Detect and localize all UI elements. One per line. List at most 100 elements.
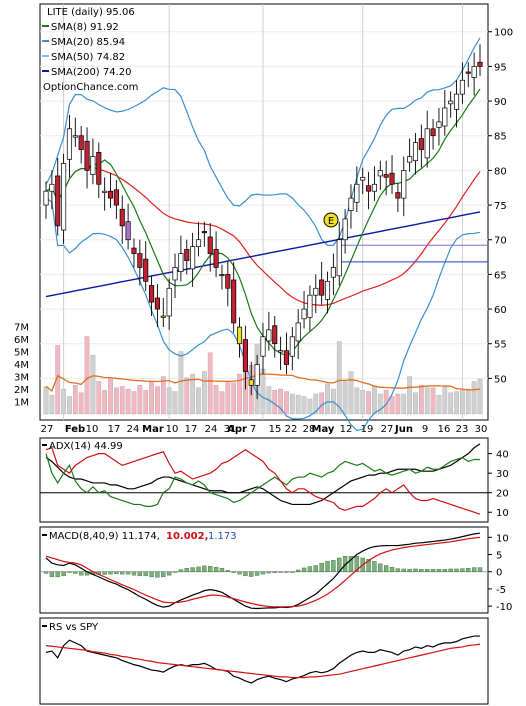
x-tick-24-4: 24 bbox=[127, 424, 140, 435]
volume-bar-14 bbox=[125, 388, 131, 415]
legend-sma50: SMA(50) 74.82 bbox=[51, 52, 125, 63]
volume-bar-68 bbox=[442, 386, 448, 415]
volume-bar-24 bbox=[184, 377, 190, 415]
macd-hist-bar-44 bbox=[301, 567, 307, 572]
volume-bar-8 bbox=[90, 355, 96, 415]
price-tick-50: 50 bbox=[494, 374, 507, 385]
macd-hist-bar-57 bbox=[378, 563, 383, 572]
x-tick-may-15: May bbox=[312, 424, 335, 435]
volume-bar-65 bbox=[424, 387, 430, 415]
volume-bar-57 bbox=[377, 393, 383, 415]
x-tick-17-7: 17 bbox=[185, 424, 198, 435]
macd-hist-bar-5 bbox=[73, 571, 78, 574]
macd-hist-bar-1 bbox=[49, 571, 55, 578]
macd-hist-bar-33 bbox=[237, 571, 242, 575]
candle-body-27 bbox=[201, 231, 207, 234]
macd-hist-bar-65 bbox=[425, 569, 430, 572]
rs-lines bbox=[45, 635, 481, 684]
volume-bar-40 bbox=[278, 388, 283, 415]
candle-body-45 bbox=[307, 294, 313, 318]
macd-hist-bar-61 bbox=[401, 568, 406, 572]
macd-hist-bar-0 bbox=[43, 571, 49, 574]
volume-bar-16 bbox=[137, 385, 143, 415]
volume-bar-63 bbox=[413, 392, 418, 415]
candle-body-70 bbox=[453, 93, 460, 110]
macd-hist-bar-27 bbox=[202, 565, 207, 572]
x-tick-15-12: 15 bbox=[269, 424, 282, 435]
volume-bar-28 bbox=[207, 352, 213, 415]
macd-hist-bar-51 bbox=[342, 556, 348, 572]
candle-body-65 bbox=[424, 128, 430, 159]
candle-body-22 bbox=[172, 267, 178, 281]
volume-bar-72 bbox=[465, 388, 471, 415]
price-tick-75: 75 bbox=[494, 201, 507, 212]
volume-bar-7 bbox=[84, 336, 90, 415]
candle-body-74 bbox=[477, 61, 483, 67]
candle-body-52 bbox=[348, 197, 354, 211]
volume-bar-59 bbox=[389, 396, 395, 415]
x-tick-23-22: 23 bbox=[456, 424, 469, 435]
volume-bar-71 bbox=[460, 390, 465, 415]
candle-body-8 bbox=[90, 156, 96, 175]
macd-hist-bar-45 bbox=[307, 566, 313, 572]
macd-hist-bar-21 bbox=[166, 571, 172, 576]
volume-bar-12 bbox=[114, 387, 119, 415]
candle-body-36 bbox=[254, 364, 260, 386]
x-tick-22-13: 22 bbox=[285, 424, 298, 435]
volume-bar-4 bbox=[67, 396, 72, 415]
candle-body-25 bbox=[190, 246, 196, 270]
volume-bar-6 bbox=[78, 392, 84, 415]
volume-bar-60 bbox=[395, 393, 401, 415]
volume-bar-31 bbox=[225, 381, 231, 415]
x-tick-7-11: 7 bbox=[250, 424, 256, 435]
candle-body-9 bbox=[96, 152, 102, 185]
price-y-axis: 50 55 60 65 70 75 80 85 90 95 100 bbox=[488, 28, 513, 385]
volume-bar-67 bbox=[436, 395, 442, 415]
adx-series-1 bbox=[45, 453, 480, 507]
candle-body-72 bbox=[465, 71, 471, 74]
candle-body-54 bbox=[360, 176, 366, 181]
x-tick-12-16: 12 bbox=[340, 424, 353, 435]
macd-hist-bar-26 bbox=[196, 566, 201, 572]
candle-body-73 bbox=[471, 66, 477, 78]
price-tick-95: 95 bbox=[494, 62, 507, 73]
watermark: OptionChance.com bbox=[43, 82, 138, 93]
macd-hist-bar-62 bbox=[407, 569, 412, 572]
macd-hist-bar-14 bbox=[125, 571, 131, 575]
adx-series-2 bbox=[45, 447, 481, 515]
volume-bar-11 bbox=[108, 377, 113, 415]
volume-bar-27 bbox=[202, 371, 207, 415]
macd-hist-bar-2 bbox=[55, 571, 60, 578]
candle-body-31 bbox=[225, 274, 231, 289]
price-tick-60: 60 bbox=[494, 305, 507, 316]
macd-hist-bar-3 bbox=[61, 571, 66, 577]
candle-body-61 bbox=[401, 170, 407, 199]
adx-title: ADX(14) 44.99 bbox=[49, 441, 123, 452]
macd-hist-bar-24 bbox=[184, 568, 189, 572]
earnings-circle bbox=[323, 212, 339, 228]
macd-hist-bar-6 bbox=[78, 571, 84, 576]
macd-hist-bar-42 bbox=[290, 571, 295, 573]
macd-hist-bar-46 bbox=[313, 565, 318, 572]
volume-bar-47 bbox=[319, 392, 324, 415]
volume-bar-18 bbox=[149, 381, 154, 415]
x-tick-31-9: 31 bbox=[224, 424, 237, 435]
candle-body-16 bbox=[137, 253, 143, 268]
legend-sma8: SMA(8) 91.92 bbox=[51, 22, 119, 33]
candle-body-47 bbox=[319, 279, 325, 296]
macd-hist-bar-36 bbox=[254, 571, 260, 576]
x-tick-19-17: 19 bbox=[361, 424, 374, 435]
volume-bar-64 bbox=[419, 385, 424, 415]
volume-bar-3 bbox=[61, 388, 66, 415]
macd-hist-bar-23 bbox=[178, 569, 184, 572]
macd-tick-label-0: 0 bbox=[496, 568, 502, 579]
candle-body-37 bbox=[260, 336, 266, 357]
macd-hist-bar-64 bbox=[419, 569, 424, 572]
candle-body-3 bbox=[61, 163, 67, 231]
x-tick-10-2: 10 bbox=[86, 424, 99, 435]
macd-hist-bar-59 bbox=[389, 567, 395, 572]
x-tick-27-0: 27 bbox=[41, 424, 54, 435]
adx-tick-label-10: 10 bbox=[496, 508, 509, 519]
macd-hist-bar-66 bbox=[430, 569, 436, 572]
macd-hist-bar-13 bbox=[120, 571, 125, 575]
